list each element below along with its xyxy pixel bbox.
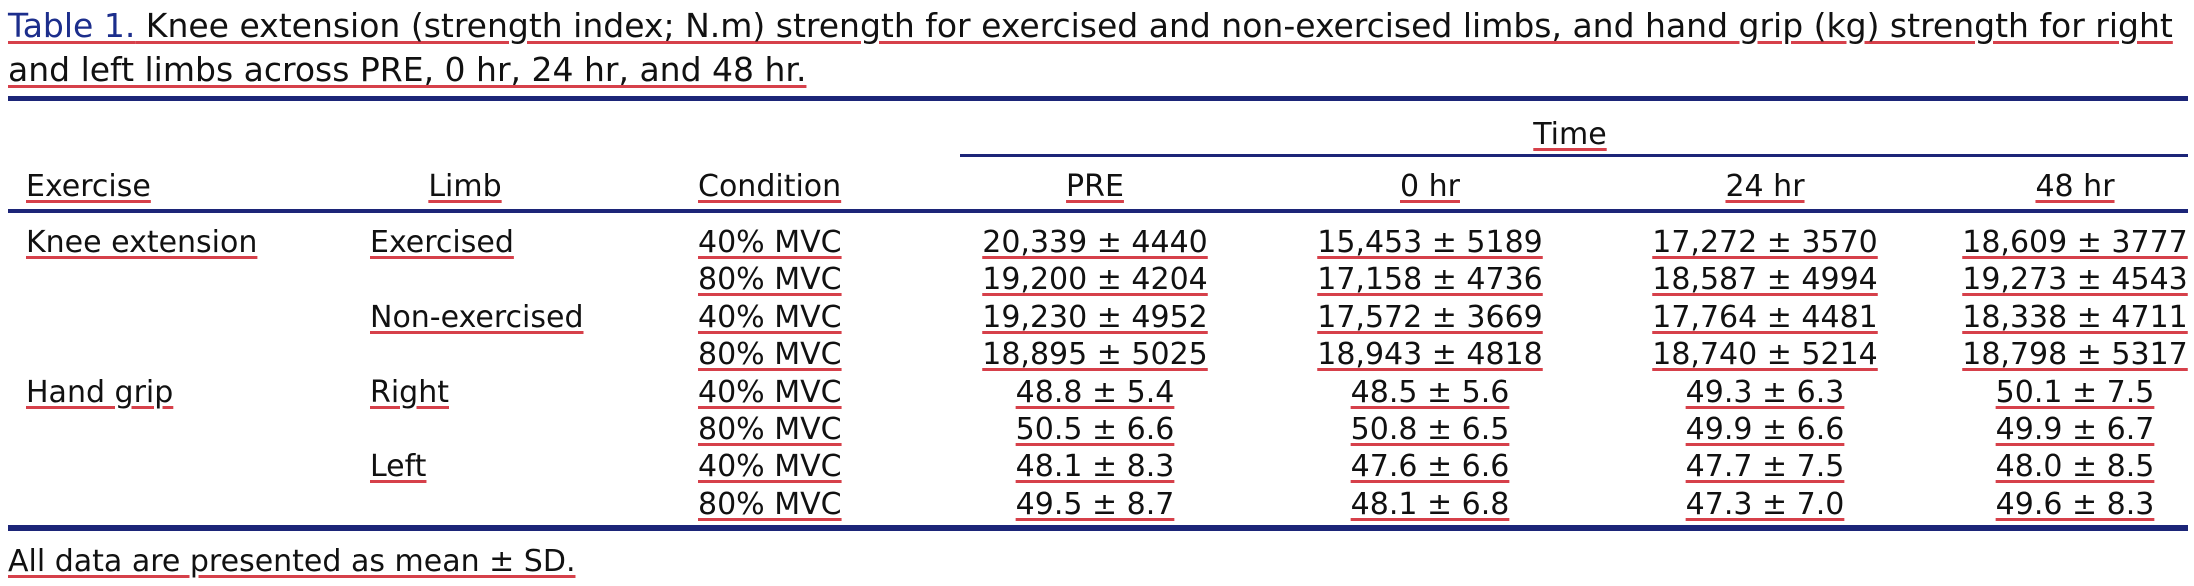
cell-limb: Right xyxy=(370,375,449,410)
cell-48hr: 18,338 ± 4711 xyxy=(1962,300,2188,335)
cell-0hr: 18,943 ± 4818 xyxy=(1317,337,1543,372)
cell-condition: 40% MVC xyxy=(698,449,842,484)
cell-pre: 48.8 ± 5.4 xyxy=(1015,375,1175,410)
cell-pre: 19,200 ± 4204 xyxy=(982,262,1208,297)
cell-condition: 80% MVC xyxy=(698,412,842,447)
header-pre: PRE xyxy=(1066,169,1124,204)
cell-pre: 50.5 ± 6.6 xyxy=(1015,412,1175,447)
table-footnote: All data are presented as mean ± SD. xyxy=(8,544,576,579)
caption-label: Table 1. xyxy=(8,6,136,45)
cell-24hr: 17,272 ± 3570 xyxy=(1652,225,1878,260)
caption-line-2: and left limbs across PRE, 0 hr, 24 hr, … xyxy=(8,48,2192,92)
header-24hr: 24 hr xyxy=(1725,169,1805,204)
time-group-rule xyxy=(960,154,2188,157)
cell-pre: 19,230 ± 4952 xyxy=(982,300,1208,335)
cell-pre: 49.5 ± 8.7 xyxy=(1015,487,1175,522)
bottom-rule xyxy=(8,525,2188,531)
cell-condition: 80% MVC xyxy=(698,337,842,372)
cell-48hr: 18,609 ± 3777 xyxy=(1962,225,2188,260)
cell-pre: 48.1 ± 8.3 xyxy=(1015,449,1175,484)
header-condition: Condition xyxy=(698,169,842,204)
cell-24hr: 17,764 ± 4481 xyxy=(1652,300,1878,335)
cell-condition: 40% MVC xyxy=(698,300,842,335)
cell-48hr: 49.6 ± 8.3 xyxy=(1995,487,2155,522)
cell-0hr: 47.6 ± 6.6 xyxy=(1350,449,1510,484)
cell-condition: 80% MVC xyxy=(698,487,842,522)
cell-condition: 40% MVC xyxy=(698,375,842,410)
time-group-header: Time xyxy=(1533,117,1607,152)
cell-24hr: 49.9 ± 6.6 xyxy=(1685,412,1845,447)
caption-text-2: and left limbs across PRE, 0 hr, 24 hr, … xyxy=(8,50,807,89)
cell-0hr: 17,572 ± 3669 xyxy=(1317,300,1543,335)
cell-condition: 80% MVC xyxy=(698,262,842,297)
header-limb: Limb xyxy=(428,169,502,204)
cell-24hr: 49.3 ± 6.3 xyxy=(1685,375,1845,410)
cell-48hr: 49.9 ± 6.7 xyxy=(1995,412,2155,447)
cell-limb: Exercised xyxy=(370,225,514,260)
cell-48hr: 19,273 ± 4543 xyxy=(1962,262,2188,297)
cell-24hr: 47.3 ± 7.0 xyxy=(1685,487,1845,522)
header-bottom-rule xyxy=(8,209,2188,213)
cell-0hr: 48.1 ± 6.8 xyxy=(1350,487,1510,522)
header-exercise: Exercise xyxy=(26,169,151,204)
cell-0hr: 48.5 ± 5.6 xyxy=(1350,375,1510,410)
cell-condition: 40% MVC xyxy=(698,225,842,260)
cell-48hr: 50.1 ± 7.5 xyxy=(1995,375,2155,410)
cell-exercise: Knee extension xyxy=(26,225,258,260)
cell-0hr: 50.8 ± 6.5 xyxy=(1350,412,1510,447)
cell-pre: 18,895 ± 5025 xyxy=(982,337,1208,372)
cell-pre: 20,339 ± 4440 xyxy=(982,225,1208,260)
cell-limb: Non-exercised xyxy=(370,300,584,335)
cell-24hr: 47.7 ± 7.5 xyxy=(1685,449,1845,484)
cell-48hr: 18,798 ± 5317 xyxy=(1962,337,2188,372)
cell-exercise: Hand grip xyxy=(26,375,174,410)
cell-24hr: 18,740 ± 5214 xyxy=(1652,337,1878,372)
cell-24hr: 18,587 ± 4994 xyxy=(1652,262,1878,297)
cell-48hr: 48.0 ± 8.5 xyxy=(1995,449,2155,484)
cell-0hr: 17,158 ± 4736 xyxy=(1317,262,1543,297)
caption-line-1: Table 1. Knee extension (strength index;… xyxy=(8,4,2192,48)
cell-0hr: 15,453 ± 5189 xyxy=(1317,225,1543,260)
header-48hr: 48 hr xyxy=(2035,169,2115,204)
table-caption: Table 1. Knee extension (strength index;… xyxy=(8,4,2192,92)
caption-text-1: Knee extension (strength index; N.m) str… xyxy=(135,6,2173,45)
cell-limb: Left xyxy=(370,449,427,484)
header-0hr: 0 hr xyxy=(1400,169,1460,204)
top-rule xyxy=(8,96,2188,101)
